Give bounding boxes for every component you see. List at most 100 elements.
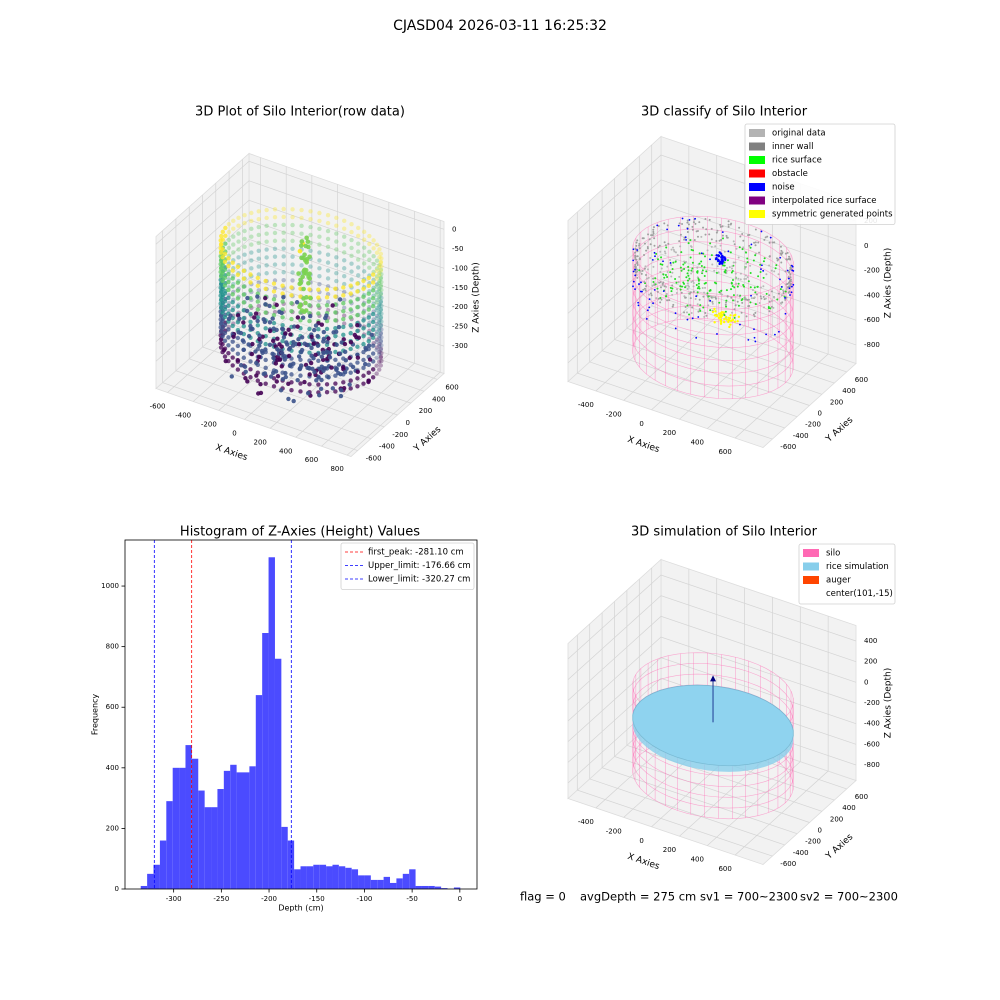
point [230, 260, 235, 265]
point [681, 268, 684, 271]
point [754, 244, 757, 247]
histogram: -300 -250 -200 -150 -100 -50 0 0 200 400 600 800 100… [91, 539, 478, 913]
bar [249, 766, 256, 889]
axis-label: Z Axies (Depth) [884, 668, 894, 739]
point [354, 334, 359, 340]
point [367, 241, 372, 247]
bar [147, 873, 154, 889]
point [378, 355, 383, 360]
point [709, 309, 712, 312]
point [281, 230, 286, 235]
bar [358, 875, 365, 889]
point [728, 325, 731, 329]
point [230, 292, 235, 297]
point [660, 256, 663, 259]
legend-label: silo [826, 549, 840, 559]
point [222, 275, 228, 280]
point [230, 355, 235, 360]
point [719, 225, 722, 228]
point [645, 249, 648, 252]
point [743, 278, 746, 281]
point [683, 238, 686, 241]
point [754, 291, 757, 294]
point [274, 302, 279, 308]
point [377, 286, 382, 292]
point [377, 302, 382, 307]
point [766, 235, 769, 238]
point [220, 262, 225, 268]
bar [223, 770, 231, 889]
point [733, 299, 736, 302]
point [658, 244, 661, 247]
point [645, 277, 648, 280]
tick-label: -600 [864, 740, 880, 748]
tick-label: -600 [780, 443, 796, 451]
point [670, 248, 673, 251]
bar [255, 695, 263, 889]
point [307, 303, 312, 308]
point [313, 323, 319, 328]
point [325, 212, 331, 218]
point [249, 351, 255, 357]
point [693, 238, 696, 241]
point [377, 270, 382, 276]
point [241, 300, 247, 305]
point [295, 315, 301, 320]
axis-label: Z Axies (Depth) [884, 248, 894, 319]
point [304, 235, 309, 241]
point [659, 250, 662, 253]
point [374, 274, 380, 279]
point [299, 207, 304, 213]
bar [268, 557, 275, 889]
point [710, 227, 713, 230]
point [649, 243, 652, 246]
point [321, 350, 326, 355]
point [735, 282, 738, 285]
point [230, 299, 235, 305]
grid-line [595, 145, 690, 392]
point [683, 282, 686, 285]
point [784, 270, 787, 273]
point [640, 281, 642, 284]
grid-line [175, 218, 372, 440]
point [646, 247, 649, 250]
point [324, 303, 330, 308]
point [674, 260, 677, 263]
point [333, 286, 338, 291]
point [355, 322, 360, 328]
point [342, 218, 347, 224]
point [378, 267, 384, 272]
point [366, 343, 372, 348]
point [725, 301, 728, 304]
point [738, 226, 741, 229]
point [379, 264, 384, 269]
point [374, 292, 379, 297]
point [754, 254, 757, 257]
point [669, 258, 672, 261]
bar [294, 869, 301, 889]
point [684, 296, 687, 299]
grid-line [567, 636, 857, 722]
point [657, 258, 660, 261]
point [361, 302, 366, 307]
point [242, 364, 248, 369]
point [289, 285, 294, 290]
point [722, 264, 725, 267]
point [771, 299, 774, 302]
point [348, 370, 353, 375]
point [719, 318, 723, 322]
bar [262, 633, 269, 889]
point [374, 284, 379, 289]
point [679, 288, 682, 291]
point [744, 274, 747, 277]
point [223, 241, 228, 246]
point [249, 226, 254, 232]
y-tick-label: 600 [106, 703, 119, 711]
point [704, 255, 707, 258]
point [307, 350, 312, 355]
point [711, 310, 715, 314]
point [325, 252, 331, 257]
point [333, 389, 338, 394]
point [649, 256, 652, 259]
point [330, 386, 336, 391]
